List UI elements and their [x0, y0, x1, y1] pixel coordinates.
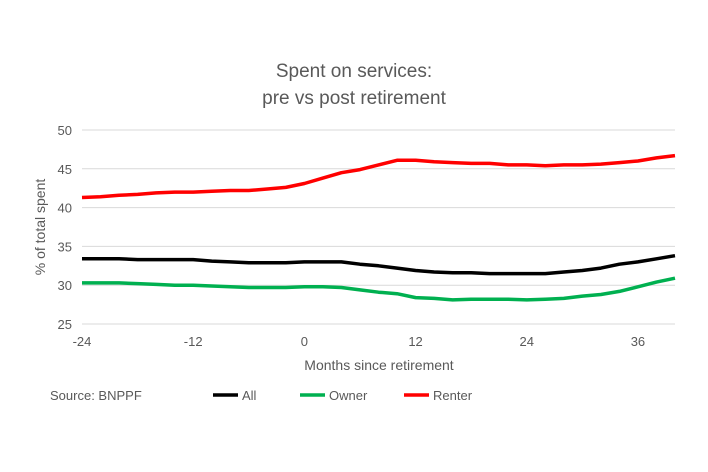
series-line-renter — [81, 153, 676, 200]
chart-title-line-1: Spent on services: — [276, 61, 432, 82]
y-axis-label: % of total spent — [32, 179, 48, 276]
x-tick-label: 12 — [408, 334, 422, 349]
chart-title-line-2: pre vs post retirement — [262, 88, 446, 109]
x-tick-label: 36 — [631, 334, 645, 349]
x-tick-label: 0 — [301, 334, 308, 349]
y-tick-label: 45 — [58, 162, 72, 177]
series-line-owner — [82, 276, 676, 302]
y-tick-label: 35 — [58, 239, 72, 254]
source-note: Source: BNPPF — [50, 388, 142, 403]
legend-label-renter: Renter — [433, 388, 473, 403]
x-tick-label: 24 — [520, 334, 534, 349]
legend: All Owner Renter — [213, 388, 473, 403]
y-tick-label: 30 — [58, 278, 72, 293]
y-tick-label: 40 — [58, 201, 72, 216]
y-tick-label: 50 — [58, 123, 72, 138]
x-axis-label: Months since retirement — [304, 357, 454, 373]
legend-label-all: All — [242, 388, 257, 403]
legend-label-owner: Owner — [329, 388, 368, 403]
series-line-all — [82, 253, 676, 276]
x-tick-label: -12 — [184, 334, 203, 349]
x-tick-label: -24 — [73, 334, 92, 349]
y-tick-label: 25 — [58, 317, 72, 332]
